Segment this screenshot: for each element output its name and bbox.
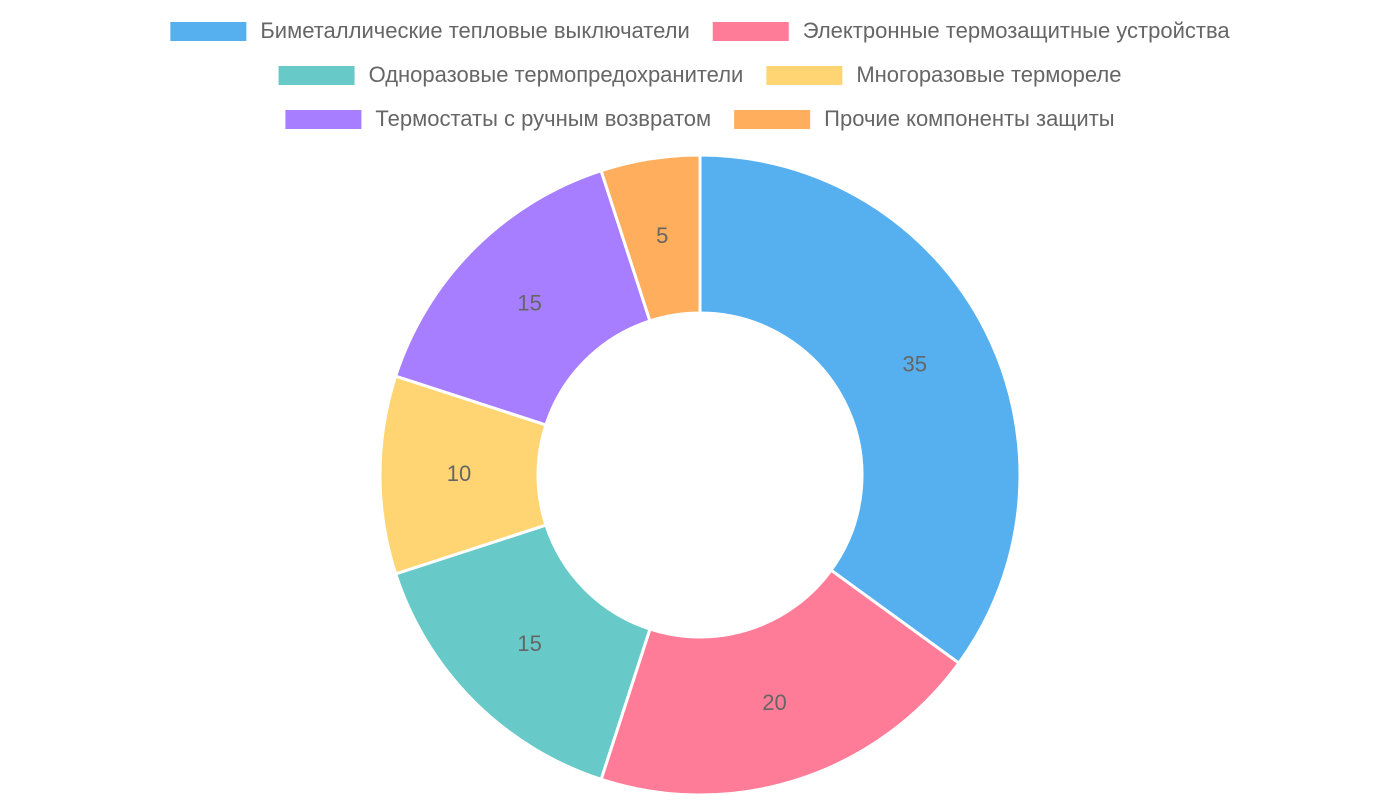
legend-item: Биметаллические тепловые выключатели (170, 18, 690, 43)
slice (393, 523, 652, 782)
slice (599, 568, 961, 797)
legend-label: Электронные термозащитные устройства (803, 18, 1231, 43)
legend-swatch (285, 110, 362, 129)
data-label: 5 (656, 223, 668, 248)
legend-swatch (712, 22, 789, 41)
legend-swatch (734, 110, 811, 129)
data-label: 15 (517, 290, 541, 315)
legend-label: Многоразовые термореле (856, 62, 1121, 87)
legend-swatch (766, 66, 843, 85)
legend-item: Многоразовые термореле (766, 62, 1121, 87)
data-label: 35 (902, 351, 926, 376)
data-label: 20 (762, 690, 786, 715)
legend-item: Электронные термозащитные устройства (712, 18, 1231, 43)
legend-label: Одноразовые термопредохранители (369, 62, 744, 87)
legend-item: Прочие компоненты защиты (734, 106, 1115, 131)
legend-label: Термостаты с ручным возвратом (375, 106, 711, 131)
data-label: 10 (447, 461, 471, 486)
data-label: 15 (517, 631, 541, 656)
legend-label: Биметаллические тепловые выключатели (260, 18, 689, 43)
slice (698, 153, 1022, 666)
legend-item: Термостаты с ручным возвратом (285, 106, 711, 131)
slice (393, 168, 652, 427)
legend-swatch (170, 22, 247, 41)
slice (599, 153, 702, 323)
legend-swatch (278, 66, 355, 85)
legend-item: Одноразовые термопредохранители (278, 62, 744, 87)
legend-label: Прочие компоненты защиты (824, 106, 1114, 131)
